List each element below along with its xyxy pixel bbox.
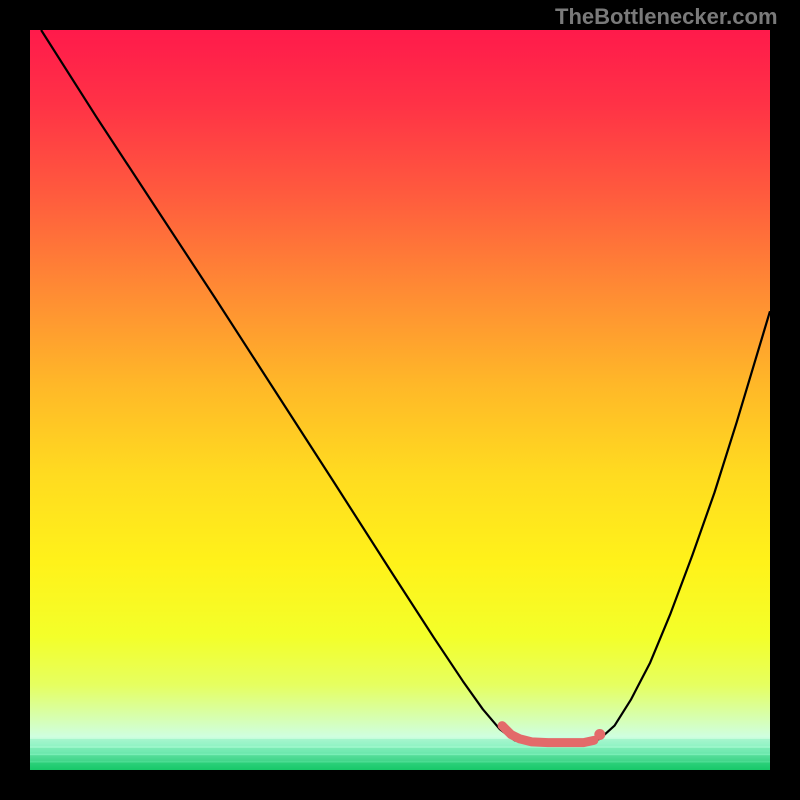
bottom-band — [30, 739, 770, 746]
bottom-band — [30, 748, 770, 754]
gradient-background — [30, 30, 770, 770]
watermark-text: TheBottlenecker.com — [555, 4, 778, 30]
bottom-band — [30, 755, 770, 761]
optimal-point-dot — [594, 729, 605, 740]
bottom-band — [30, 763, 770, 770]
plot-area — [30, 30, 770, 770]
plot-svg — [30, 30, 770, 770]
